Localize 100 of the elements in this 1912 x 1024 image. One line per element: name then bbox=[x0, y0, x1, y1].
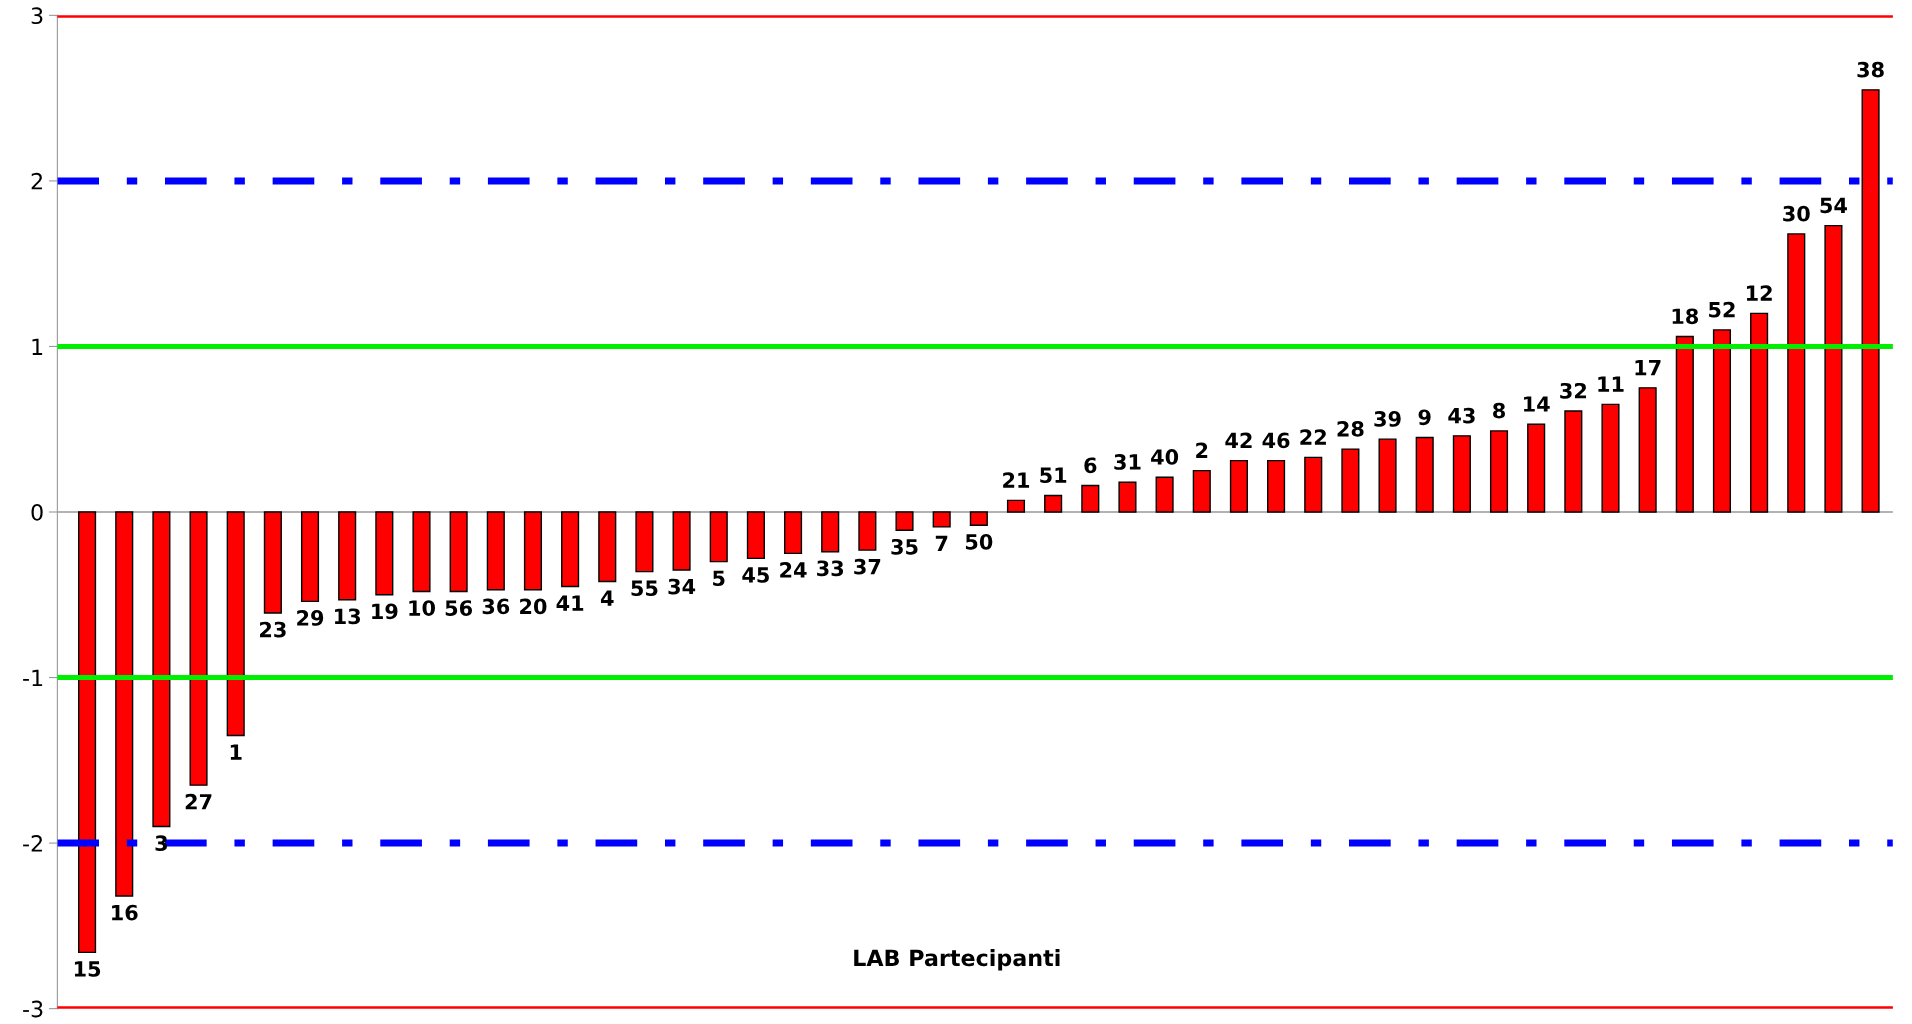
x-tick-label: 5 bbox=[713, 570, 725, 587]
bar bbox=[1489, 430, 1509, 513]
bar bbox=[1861, 89, 1880, 513]
x-tick-label: 28 bbox=[1337, 420, 1364, 437]
bar bbox=[1006, 499, 1026, 513]
bar bbox=[152, 511, 171, 828]
x-tick-label: 42 bbox=[1225, 432, 1252, 449]
x-tick-label: 36 bbox=[482, 598, 510, 615]
x-tick-label: 52 bbox=[1709, 301, 1735, 318]
bar bbox=[969, 511, 988, 526]
bar bbox=[263, 511, 282, 614]
bar bbox=[1452, 435, 1471, 513]
bar bbox=[486, 511, 505, 591]
x-tick-label: 21 bbox=[1003, 472, 1030, 488]
x-tick-label: 14 bbox=[1524, 396, 1550, 412]
bar bbox=[1192, 469, 1211, 513]
bar bbox=[1118, 481, 1137, 513]
bar bbox=[1415, 436, 1434, 513]
x-tick-label: 37 bbox=[854, 558, 881, 575]
bar bbox=[1638, 387, 1657, 513]
x-tick-label: 6 bbox=[1084, 457, 1097, 474]
bar bbox=[1750, 312, 1769, 513]
x-tick-label: 56 bbox=[445, 600, 473, 616]
x-tick-label: 10 bbox=[409, 600, 435, 616]
x-tick-label: 30 bbox=[1783, 205, 1810, 222]
bar bbox=[189, 511, 208, 786]
bar bbox=[1378, 438, 1397, 513]
y-tick-label: 3 bbox=[31, 7, 43, 25]
bar bbox=[1155, 476, 1174, 513]
x-tick-label: 39 bbox=[1374, 411, 1401, 427]
x-tick-label: 20 bbox=[520, 598, 547, 615]
x-tick-label: 43 bbox=[1448, 407, 1475, 424]
x-tick-label: 46 bbox=[1262, 432, 1290, 449]
x-tick-label: 19 bbox=[372, 603, 398, 620]
x-tick-label: 11 bbox=[1598, 376, 1624, 392]
bar bbox=[895, 511, 914, 531]
y-tick-label: -3 bbox=[23, 1000, 43, 1018]
bar bbox=[1787, 233, 1806, 513]
bar bbox=[1824, 224, 1843, 513]
y-tick-label: 2 bbox=[31, 172, 42, 190]
x-tick-label: 4 bbox=[600, 590, 614, 606]
bar bbox=[1229, 459, 1248, 513]
bar bbox=[1341, 448, 1360, 513]
x-tick-label: 8 bbox=[1493, 402, 1505, 419]
x-tick-label: 2 bbox=[1196, 442, 1208, 458]
x-tick-label: 54 bbox=[1820, 197, 1847, 214]
bar bbox=[338, 511, 357, 601]
bar bbox=[783, 511, 803, 555]
bar bbox=[375, 511, 394, 596]
bar bbox=[672, 511, 691, 571]
bar bbox=[78, 511, 97, 954]
x-tick-label: 22 bbox=[1300, 429, 1326, 445]
x-tick-label: 15 bbox=[74, 961, 101, 977]
x-tick-label: 13 bbox=[335, 608, 361, 625]
bar bbox=[1044, 494, 1063, 513]
x-tick-label: 55 bbox=[631, 580, 658, 597]
y-tick-label: 0 bbox=[31, 503, 43, 521]
bar bbox=[412, 511, 431, 593]
x-axis-title: LAB Partecipanti bbox=[854, 949, 1060, 971]
x-tick-label: 29 bbox=[297, 610, 324, 626]
bar bbox=[1081, 484, 1100, 513]
bar bbox=[561, 511, 580, 588]
x-tick-label: 40 bbox=[1151, 449, 1179, 465]
x-tick-label: 31 bbox=[1114, 454, 1141, 470]
x-tick-label: 27 bbox=[185, 793, 212, 810]
x-tick-label: 45 bbox=[742, 567, 769, 583]
bar bbox=[115, 511, 134, 897]
x-tick-label: 24 bbox=[780, 562, 807, 578]
bar bbox=[932, 511, 951, 528]
y-tick-label: -2 bbox=[23, 835, 42, 852]
x-tick-label: 32 bbox=[1560, 382, 1587, 399]
x-tick-label: 51 bbox=[1040, 467, 1067, 484]
y-tick-label: 1 bbox=[32, 338, 43, 355]
bar bbox=[1527, 423, 1546, 513]
bar bbox=[1601, 403, 1620, 513]
x-tick-label: 9 bbox=[1418, 409, 1431, 426]
x-tick-label: 38 bbox=[1857, 61, 1884, 78]
bar bbox=[1564, 410, 1583, 513]
bar bbox=[1267, 459, 1286, 513]
x-tick-label: 33 bbox=[817, 560, 844, 577]
bar bbox=[226, 511, 245, 737]
x-tick-label: 34 bbox=[668, 578, 696, 595]
bar bbox=[709, 511, 728, 563]
x-tick-label: 17 bbox=[1635, 359, 1661, 376]
x-tick-label: 7 bbox=[935, 535, 948, 552]
x-tick-label: 35 bbox=[891, 538, 918, 555]
bar bbox=[1304, 456, 1323, 513]
bar bbox=[523, 511, 543, 591]
bar bbox=[858, 511, 877, 551]
x-tick-label: 12 bbox=[1746, 285, 1772, 301]
y-tick-label: -1 bbox=[23, 669, 43, 686]
x-tick-label: 23 bbox=[260, 621, 286, 638]
bar bbox=[635, 511, 654, 573]
bar bbox=[821, 511, 840, 553]
x-tick-label: 16 bbox=[112, 904, 138, 921]
bar bbox=[300, 511, 320, 603]
bar bbox=[598, 511, 617, 583]
x-tick-label: 18 bbox=[1672, 308, 1699, 325]
bar bbox=[449, 511, 468, 593]
x-tick-label: 41 bbox=[556, 595, 584, 611]
